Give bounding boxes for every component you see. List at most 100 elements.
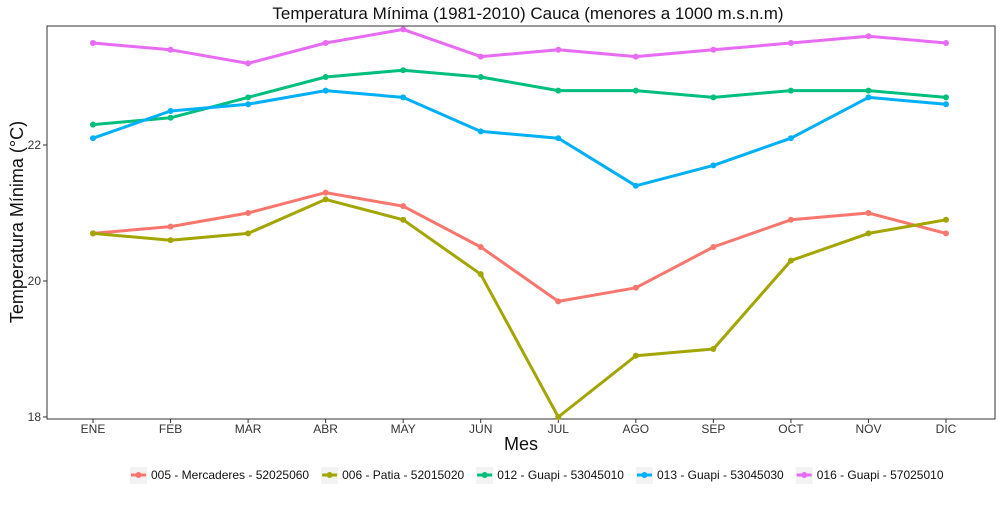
series-line — [91, 68, 948, 127]
y-axis-title: Temperatura Mínima (°C) — [7, 121, 27, 323]
data-point — [865, 94, 872, 101]
legend: 005 - Mercaderes - 52025060 006 - Patia -… — [130, 467, 944, 484]
data-point — [710, 345, 717, 352]
data-point — [632, 53, 639, 60]
legend-key-point — [481, 472, 488, 478]
data-point — [245, 101, 252, 108]
data-point — [477, 73, 484, 80]
data-point — [555, 413, 562, 420]
data-point — [322, 189, 329, 196]
data-point — [167, 46, 174, 53]
data-point — [865, 209, 872, 216]
y-axis: 18 20 22 — [28, 138, 47, 424]
series-3 — [90, 67, 949, 128]
data-point — [555, 87, 562, 94]
data-point — [322, 73, 329, 80]
data-point — [632, 182, 639, 189]
data-point — [322, 196, 329, 203]
data-point — [710, 162, 717, 169]
series-line — [91, 191, 948, 303]
data-point — [787, 87, 794, 94]
x-axis-title: Mes — [504, 434, 538, 454]
data-point — [167, 107, 174, 114]
data-point — [710, 243, 717, 250]
y-tick-label: 22 — [28, 138, 42, 152]
data-point — [555, 298, 562, 305]
data-point — [943, 94, 949, 101]
x-tick-label: MAR — [235, 422, 262, 436]
x-tick-label: JUL — [548, 422, 570, 436]
data-point — [555, 46, 562, 53]
data-point — [90, 135, 96, 142]
x-tick-label: FEB — [159, 422, 182, 436]
data-point — [400, 216, 407, 223]
legend-label: 016 - Guapi - 57025010 — [817, 468, 944, 482]
data-point — [245, 94, 252, 101]
series-layer — [90, 26, 949, 420]
x-tick-label: ABR — [313, 422, 338, 436]
legend-key-point — [326, 472, 333, 478]
data-point — [167, 223, 174, 230]
data-point — [943, 101, 949, 108]
legend-item: 012 - Guapi - 53045010 — [476, 467, 624, 484]
x-tick-label: DIC — [936, 422, 957, 436]
legend-key-point — [135, 472, 142, 478]
data-point — [787, 257, 794, 264]
x-tick-label: AGO — [622, 422, 649, 436]
data-point — [632, 352, 639, 359]
series-2 — [90, 196, 949, 420]
data-point — [865, 87, 872, 94]
x-tick-label: OCT — [778, 422, 804, 436]
data-point — [632, 284, 639, 291]
data-point — [245, 60, 252, 67]
legend-label: 013 - Guapi - 53045030 — [657, 468, 784, 482]
data-point — [555, 135, 562, 142]
plot-panel-border — [46, 25, 996, 420]
data-point — [632, 87, 639, 94]
legend-key-point — [641, 472, 648, 478]
chart-title: Temperatura Mínima (1981-2010) Cauca (me… — [272, 4, 783, 23]
data-point — [400, 67, 407, 74]
data-point — [400, 94, 407, 101]
series-line — [91, 27, 948, 65]
series-line — [91, 197, 948, 419]
data-point — [90, 39, 96, 46]
x-tick-label: ENE — [81, 422, 106, 436]
legend-item: 006 - Patia - 52015020 — [321, 467, 465, 484]
data-point — [90, 121, 96, 128]
data-point — [787, 216, 794, 223]
data-point — [400, 203, 407, 210]
data-point — [477, 128, 484, 135]
data-point — [710, 46, 717, 53]
data-point — [245, 209, 252, 216]
data-point — [865, 230, 872, 237]
data-point — [477, 243, 484, 250]
data-point — [477, 53, 484, 60]
x-tick-label: JUN — [469, 422, 492, 436]
legend-label: 012 - Guapi - 53045010 — [497, 468, 624, 482]
legend-key-point — [801, 472, 808, 478]
data-point — [322, 87, 329, 94]
legend-item: 005 - Mercaderes - 52025060 — [130, 467, 309, 484]
legend-item: 013 - Guapi - 53045030 — [635, 467, 784, 484]
x-tick-label: NOV — [855, 422, 881, 436]
y-tick-label: 18 — [28, 410, 42, 424]
series-5 — [90, 26, 949, 67]
legend-item: 016 - Guapi - 57025010 — [795, 467, 944, 484]
data-point — [943, 216, 949, 223]
data-point — [787, 135, 794, 142]
x-tick-label: SEP — [701, 422, 725, 436]
data-point — [943, 230, 949, 237]
data-point — [400, 26, 407, 33]
data-point — [322, 39, 329, 46]
data-point — [943, 39, 949, 46]
legend-label: 006 - Patia - 52015020 — [342, 468, 464, 482]
data-point — [477, 271, 484, 278]
data-point — [787, 39, 794, 46]
data-point — [710, 94, 717, 101]
series-line — [91, 89, 948, 188]
series-1 — [90, 189, 949, 305]
data-point — [167, 237, 174, 244]
